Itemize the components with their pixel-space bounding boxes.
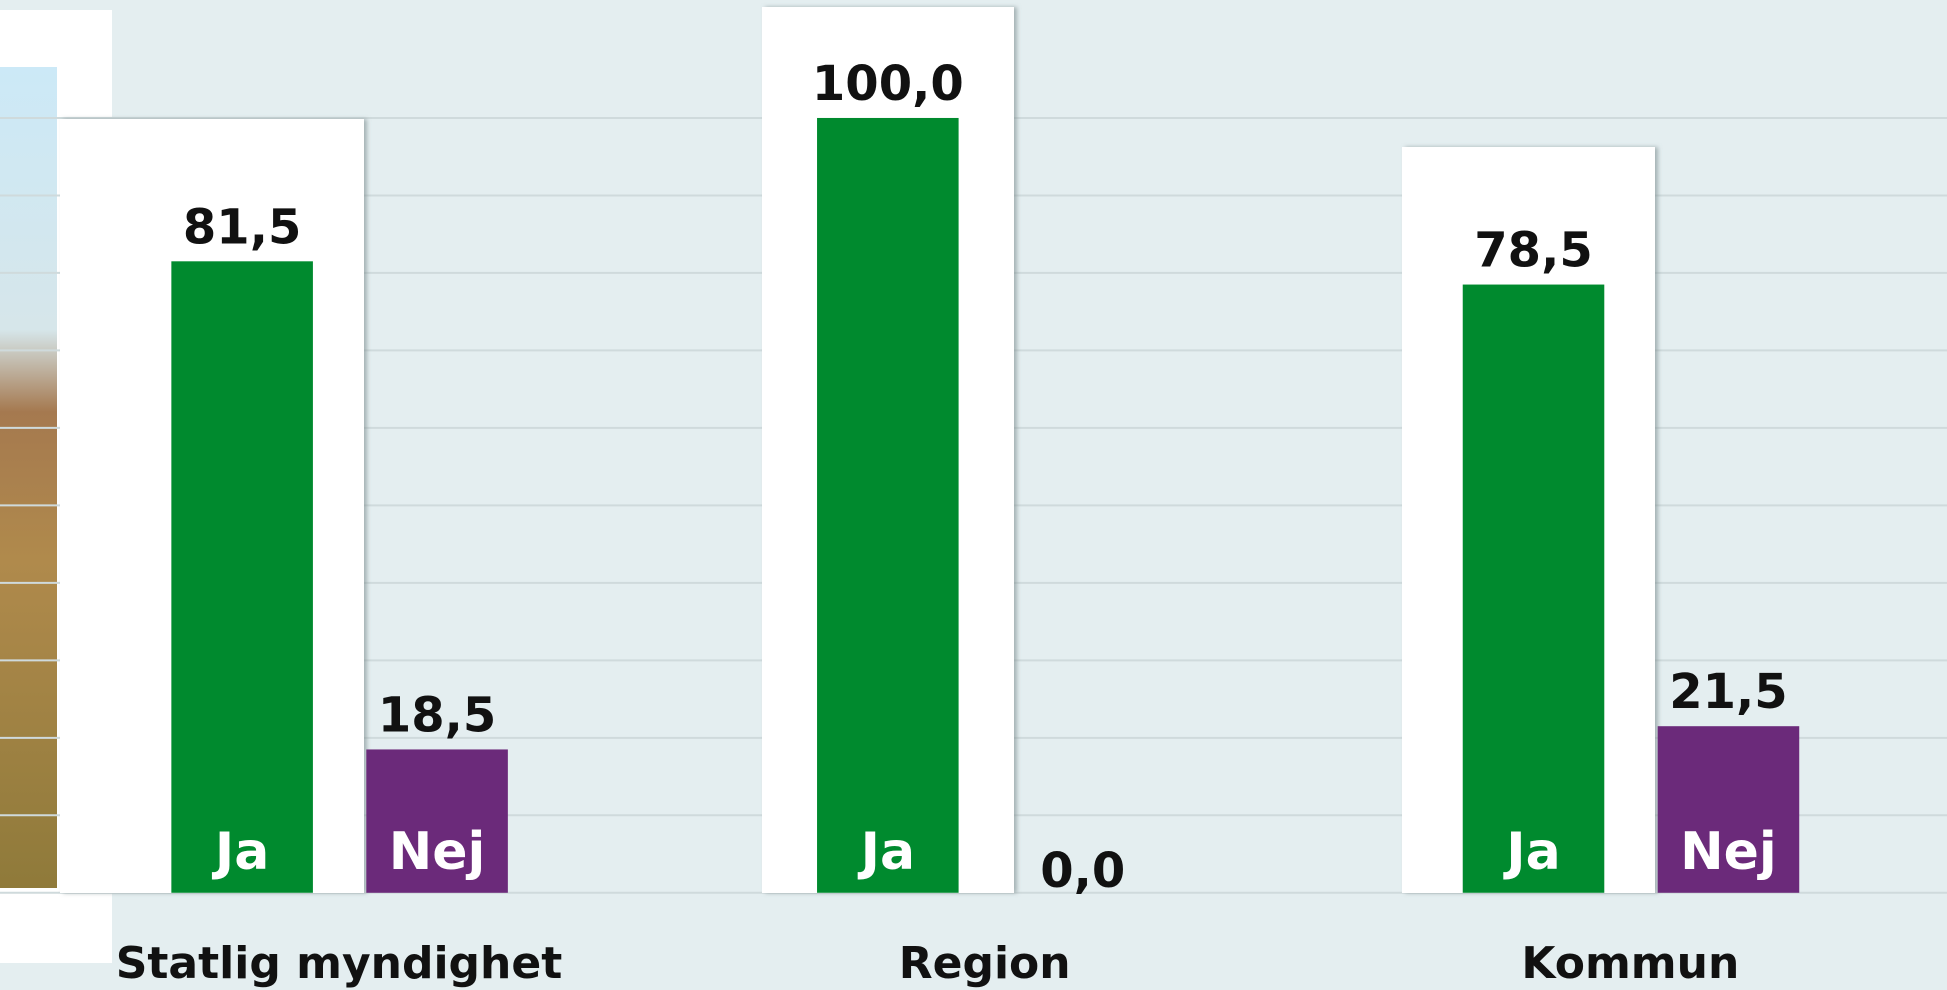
bar xyxy=(366,749,508,893)
series-label: Ja xyxy=(212,822,269,882)
series-label: Nej xyxy=(389,822,486,882)
series-label: Ja xyxy=(1503,822,1560,882)
value-label: 18,5 xyxy=(378,687,496,743)
bar xyxy=(171,261,313,893)
bar xyxy=(817,117,959,893)
marks: Statlig myndighet 81,5 Ja 18,5 Nej Region 100,… xyxy=(116,56,1800,989)
x-tick-label: Region xyxy=(899,938,1071,989)
value-label: 81,5 xyxy=(183,199,301,255)
value-label: 78,5 xyxy=(1474,223,1592,279)
value-label: 21,5 xyxy=(1669,664,1787,720)
value-label: 100,0 xyxy=(812,56,964,112)
series-label: Nej xyxy=(1680,822,1777,882)
x-tick-label: Statlig myndighet xyxy=(116,938,563,989)
series-label: Ja xyxy=(858,822,915,882)
x-tick-label: Kommun xyxy=(1521,938,1739,989)
value-label: 0,0 xyxy=(1040,843,1125,899)
photo xyxy=(0,67,57,888)
bar xyxy=(1462,284,1605,893)
bar xyxy=(1657,726,1800,893)
